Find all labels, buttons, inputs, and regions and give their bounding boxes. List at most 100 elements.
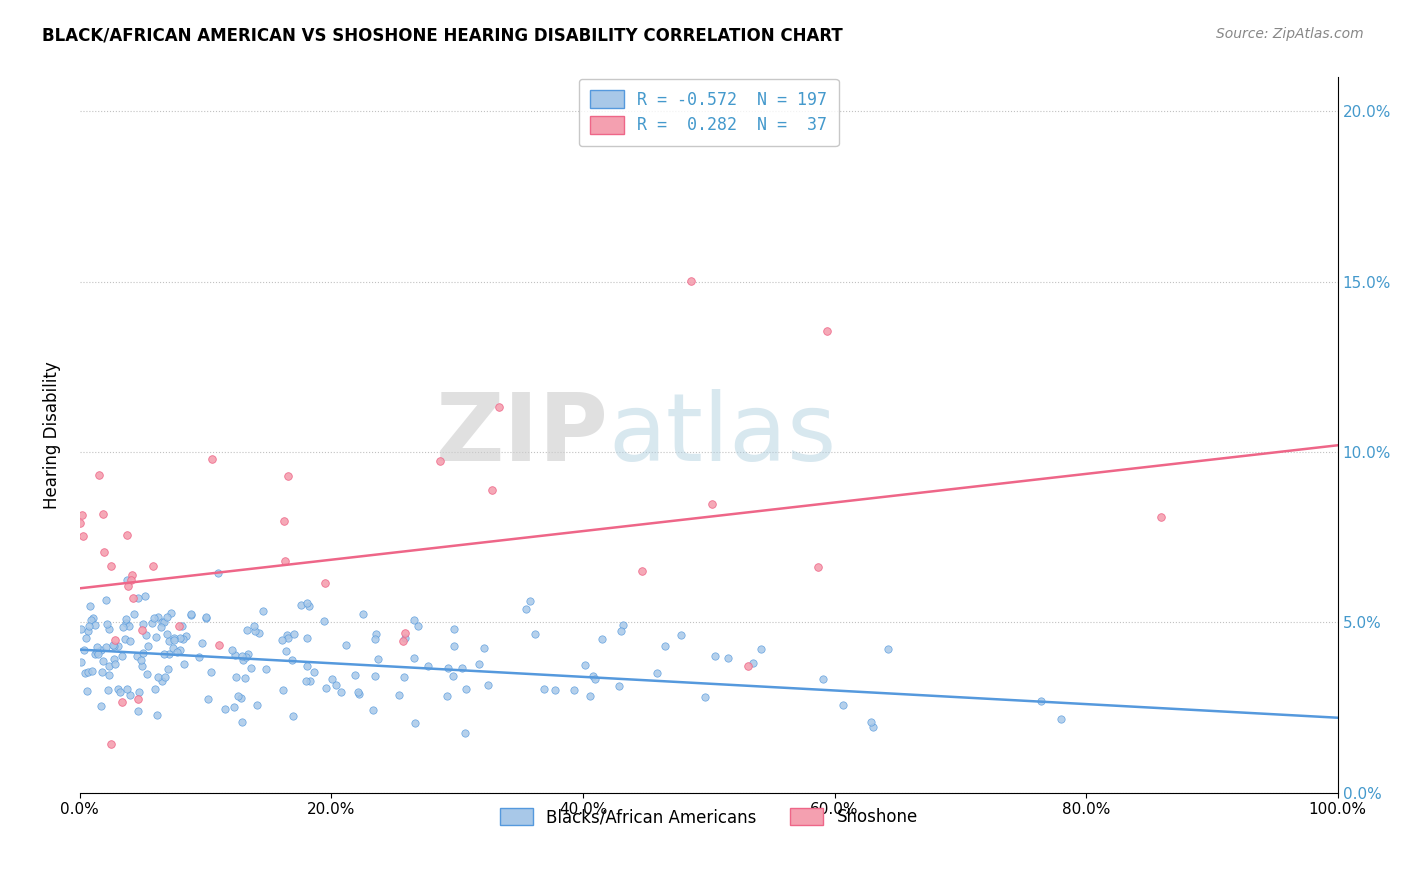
- Point: [115, 681, 138, 696]
- Point: [454, 682, 477, 697]
- Point: [394, 625, 416, 640]
- Point: [352, 607, 374, 621]
- Point: [274, 554, 297, 568]
- Point: [80, 664, 103, 678]
- Point: [153, 615, 176, 629]
- Point: [472, 640, 495, 655]
- Point: [236, 623, 259, 637]
- Point: [654, 639, 676, 653]
- Point: [453, 726, 475, 740]
- Point: [304, 665, 326, 679]
- Point: [246, 698, 269, 713]
- Point: [86, 640, 108, 654]
- Point: [280, 653, 302, 667]
- Point: [118, 618, 141, 632]
- Text: BLACK/AFRICAN AMERICAN VS SHOSHONE HEARING DISABILITY CORRELATION CHART: BLACK/AFRICAN AMERICAN VS SHOSHONE HEARI…: [42, 27, 844, 45]
- Point: [364, 632, 387, 647]
- Point: [295, 632, 318, 646]
- Point: [104, 657, 127, 671]
- Point: [329, 685, 352, 699]
- Point: [751, 642, 773, 657]
- Point: [118, 634, 141, 648]
- Point: [145, 630, 167, 644]
- Point: [155, 670, 177, 684]
- Text: atlas: atlas: [609, 389, 837, 481]
- Point: [195, 610, 218, 624]
- Point: [86, 645, 108, 659]
- Point: [173, 657, 195, 671]
- Point: [153, 647, 176, 661]
- Point: [392, 670, 415, 684]
- Point: [429, 454, 451, 468]
- Point: [276, 644, 298, 658]
- Point: [180, 607, 202, 621]
- Point: [91, 665, 114, 679]
- Point: [131, 659, 153, 673]
- Point: [283, 627, 305, 641]
- Point: [402, 613, 425, 627]
- Point: [120, 689, 142, 703]
- Point: [578, 689, 600, 703]
- Point: [87, 647, 110, 661]
- Point: [737, 659, 759, 673]
- Point: [574, 657, 596, 672]
- Point: [103, 638, 125, 652]
- Point: [610, 624, 633, 639]
- Point: [160, 606, 183, 620]
- Point: [477, 678, 499, 692]
- Point: [96, 640, 118, 655]
- Point: [515, 602, 537, 616]
- Point: [70, 508, 93, 522]
- Text: Source: ZipAtlas.com: Source: ZipAtlas.com: [1216, 27, 1364, 41]
- Point: [180, 607, 202, 622]
- Point: [347, 687, 370, 701]
- Point: [607, 679, 630, 693]
- Point: [343, 668, 366, 682]
- Point: [533, 681, 555, 696]
- Point: [150, 673, 173, 688]
- Point: [367, 652, 389, 666]
- Point: [79, 619, 101, 633]
- Legend: Blacks/African Americans, Shoshone: Blacks/African Americans, Shoshone: [491, 799, 927, 834]
- Point: [406, 618, 429, 632]
- Point: [252, 604, 274, 618]
- Point: [238, 647, 260, 661]
- Point: [146, 708, 169, 723]
- Point: [245, 624, 267, 639]
- Point: [488, 400, 510, 414]
- Point: [70, 622, 93, 636]
- Point: [115, 612, 138, 626]
- Point: [111, 695, 134, 709]
- Point: [231, 649, 253, 664]
- Point: [591, 632, 613, 646]
- Point: [131, 653, 153, 667]
- Point: [254, 663, 277, 677]
- Point: [451, 661, 474, 675]
- Point: [162, 641, 184, 656]
- Point: [443, 639, 465, 653]
- Point: [141, 616, 163, 631]
- Point: [166, 645, 188, 659]
- Point: [107, 640, 129, 654]
- Point: [72, 529, 94, 543]
- Point: [149, 620, 172, 634]
- Point: [232, 652, 254, 666]
- Point: [156, 610, 179, 624]
- Point: [235, 671, 257, 685]
- Point: [96, 617, 118, 632]
- Point: [77, 665, 100, 679]
- Point: [195, 610, 218, 624]
- Point: [169, 618, 191, 632]
- Point: [79, 613, 101, 627]
- Point: [859, 714, 882, 729]
- Point: [242, 619, 264, 633]
- Point: [298, 674, 321, 689]
- Point: [519, 594, 541, 608]
- Point: [169, 631, 191, 645]
- Point: [136, 666, 159, 681]
- Point: [335, 638, 357, 652]
- Y-axis label: Hearing Disability: Hearing Disability: [44, 361, 60, 509]
- Point: [436, 689, 458, 703]
- Point: [271, 683, 294, 698]
- Point: [157, 647, 180, 661]
